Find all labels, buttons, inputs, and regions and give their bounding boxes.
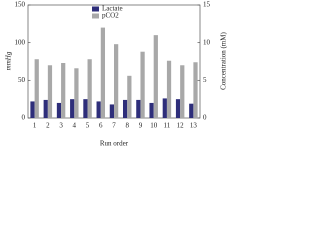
bar <box>136 99 141 118</box>
y-axis-label: mmHg <box>5 51 13 70</box>
bar <box>166 60 172 118</box>
bar <box>61 63 66 118</box>
x-tick-label: 1 <box>33 122 37 130</box>
bar <box>47 65 53 118</box>
x-tick-label: 4 <box>73 122 77 130</box>
x-tick-label: 2 <box>46 122 50 130</box>
bar <box>56 102 62 118</box>
bar <box>162 98 167 118</box>
legend-label: pCO2 <box>102 12 119 20</box>
x-tick-label: 9 <box>139 122 143 130</box>
bar <box>96 101 101 118</box>
bar <box>140 51 145 118</box>
x-tick-label: 13 <box>190 122 198 130</box>
y-tick-label: 0 <box>22 114 26 122</box>
x-tick-label: 6 <box>99 122 103 130</box>
chart: Run order mmHg Concentration (mM) 050100… <box>5 1 228 148</box>
bar <box>193 62 198 118</box>
legend-swatch <box>92 13 99 19</box>
bar <box>109 104 114 118</box>
y-tick-label: 100 <box>15 38 26 46</box>
bar <box>74 68 79 118</box>
x-tick-label: 3 <box>59 122 63 130</box>
y2-tick-label: 5 <box>203 76 207 84</box>
x-tick-label: 12 <box>177 122 185 130</box>
bar <box>180 65 185 118</box>
legend-label: Lactate <box>102 5 123 13</box>
bar <box>114 44 119 118</box>
y2-tick-label: 10 <box>203 38 211 46</box>
y-tick-label: 50 <box>18 76 26 84</box>
bar <box>34 59 39 118</box>
x-tick-label: 11 <box>164 122 171 130</box>
bar <box>30 101 35 118</box>
bar <box>149 102 154 118</box>
bar <box>175 99 181 118</box>
y2-tick-label: 0 <box>203 114 207 122</box>
x-tick-label: 10 <box>150 122 158 130</box>
bar <box>153 35 158 119</box>
y2-tick-label: 15 <box>203 1 211 9</box>
bar <box>122 99 128 118</box>
y-tick-label: 150 <box>15 1 26 9</box>
x-tick-label: 7 <box>112 122 116 130</box>
bar <box>83 99 88 118</box>
bar <box>43 99 48 118</box>
legend-swatch <box>92 6 99 12</box>
bar <box>189 103 194 118</box>
x-tick-label: 8 <box>125 122 129 130</box>
bar <box>70 99 75 118</box>
x-axis-label: Run order <box>100 140 129 148</box>
x-tick-label: 5 <box>86 122 90 130</box>
bar <box>100 27 106 119</box>
bar <box>127 75 132 118</box>
y2-axis-label: Concentration (mM) <box>220 31 228 89</box>
bar <box>87 59 92 118</box>
